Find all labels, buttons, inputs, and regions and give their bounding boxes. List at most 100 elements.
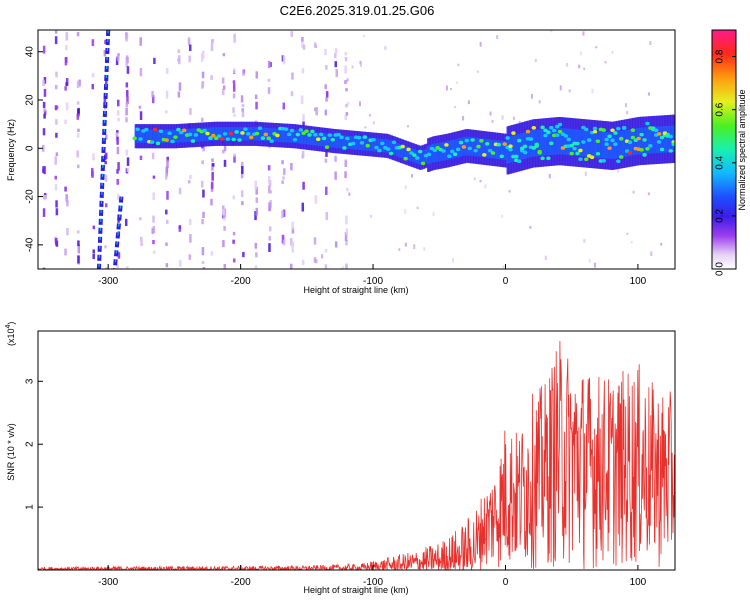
spectrogram-noise bbox=[179, 259, 182, 267]
spectrogram-band-mid bbox=[433, 143, 436, 163]
spectrogram-noise bbox=[104, 39, 107, 45]
spectrogram-peak bbox=[266, 136, 271, 141]
spectrogram-band-mid bbox=[134, 129, 138, 143]
spectrogram-peak bbox=[400, 144, 405, 149]
spectrogram-noise bbox=[334, 171, 337, 180]
spectrogram-band-mid bbox=[552, 128, 556, 155]
spectrogram-noise bbox=[105, 267, 108, 269]
spectrogram-peak bbox=[668, 134, 673, 139]
spectrogram-noise bbox=[313, 42, 317, 47]
spectrogram-peak bbox=[540, 156, 545, 161]
spectrogram-noise bbox=[291, 243, 294, 253]
snr-multiplier-exp: 4 bbox=[5, 324, 12, 328]
spectrogram-noise bbox=[117, 53, 120, 57]
spectrogram-band-mid bbox=[563, 128, 567, 155]
spectrogram-noise bbox=[177, 49, 181, 54]
spectrogram-noise bbox=[324, 248, 328, 253]
spectrogram-band-mid bbox=[473, 137, 476, 157]
spectrogram-noise bbox=[77, 244, 81, 254]
spectrogram-noise bbox=[291, 221, 294, 230]
spectrogram-peak bbox=[630, 128, 636, 132]
spectrogram-band-mid bbox=[179, 129, 182, 143]
spectrogram-peak bbox=[228, 131, 234, 136]
spectrogram-noise bbox=[241, 201, 244, 206]
spectrogram-noise bbox=[92, 153, 95, 161]
spectrogram-peak bbox=[496, 142, 502, 147]
spectrogram-noise bbox=[43, 113, 46, 119]
spectrogram-peak bbox=[231, 137, 236, 142]
spectrogram-streak-core bbox=[98, 30, 109, 269]
spectrogram-band-mid bbox=[164, 129, 168, 143]
colorbar-label: Normalized spectral amplitude bbox=[737, 89, 747, 210]
spectrogram-band-mid bbox=[558, 127, 562, 155]
spectrogram-noise bbox=[268, 202, 271, 212]
spectrogram-band-mid bbox=[512, 135, 516, 162]
spectrogram-peak bbox=[388, 151, 394, 156]
spectrogram-noise bbox=[411, 174, 414, 178]
spectrogram-peak bbox=[450, 149, 455, 154]
spectrogram-noise bbox=[359, 60, 362, 65]
spectrogram-peak bbox=[569, 143, 574, 148]
spectrogram-noise bbox=[166, 159, 169, 169]
spectrogram-noise bbox=[582, 31, 585, 36]
spectrogram-y-tick-label: 40 bbox=[25, 46, 36, 58]
spectrogram-noise bbox=[125, 89, 129, 97]
spectrogram-y-tick-label: -20 bbox=[25, 189, 36, 204]
spectrogram-peak bbox=[234, 130, 239, 134]
spectrogram-noise bbox=[125, 149, 128, 156]
spectrogram-noise bbox=[42, 45, 46, 54]
colorbar-tick-label: 0.8 bbox=[715, 49, 726, 63]
spectrogram-peak bbox=[249, 135, 254, 140]
spectrogram-band-mid bbox=[260, 127, 263, 141]
spectrogram-peak bbox=[485, 142, 490, 146]
spectrogram-noise bbox=[166, 156, 169, 162]
spectrogram-peak bbox=[549, 141, 554, 146]
spectrogram-noise bbox=[116, 169, 119, 174]
spectrogram-noise bbox=[283, 168, 286, 176]
spectrogram-band-mid bbox=[600, 131, 603, 159]
spectrogram-band-mid bbox=[166, 129, 169, 143]
spectrogram-band-mid bbox=[142, 129, 146, 143]
spectrogram-noise bbox=[64, 248, 67, 256]
spectrogram-noise bbox=[65, 78, 69, 86]
spectrogram-noise bbox=[548, 173, 551, 179]
spectrogram-noise bbox=[232, 231, 236, 236]
spectrogram-noise bbox=[188, 55, 191, 63]
spectrogram-peak bbox=[487, 148, 493, 153]
spectrogram-band-mid bbox=[458, 138, 462, 157]
spectrogram-band-mid bbox=[492, 139, 495, 159]
spectrogram-band-mid bbox=[527, 131, 530, 159]
spectrogram-band-mid bbox=[161, 129, 165, 143]
spectrogram-noise bbox=[223, 225, 226, 231]
spectrogram-noise bbox=[104, 174, 108, 182]
spectrogram-band-mid bbox=[506, 137, 509, 164]
colorbar bbox=[711, 29, 737, 270]
spectrogram-noise bbox=[125, 34, 129, 39]
spectrogram-band-mid bbox=[544, 129, 548, 156]
spectrogram-peak bbox=[342, 146, 347, 150]
spectrogram-noise bbox=[178, 226, 182, 232]
spectrogram-band-mid bbox=[465, 136, 468, 156]
spectrogram-noise bbox=[117, 117, 120, 122]
spectrogram-band-mid bbox=[401, 144, 405, 159]
spectrogram-band-mid bbox=[589, 130, 592, 158]
spectrogram-peak bbox=[461, 145, 467, 149]
spectrogram-peak bbox=[193, 133, 199, 137]
spectrogram-peak bbox=[240, 131, 245, 135]
spectrogram-noise bbox=[178, 225, 182, 229]
spectrogram-peak bbox=[642, 138, 647, 142]
spectrogram-peak bbox=[671, 142, 675, 146]
spectrogram-noise bbox=[222, 53, 226, 57]
spectrogram-peak bbox=[586, 138, 592, 142]
spectrogram-noise bbox=[648, 92, 651, 96]
spectrogram-noise bbox=[369, 214, 372, 218]
spectrogram-band-mid bbox=[490, 139, 494, 159]
spectrogram-noise bbox=[268, 236, 272, 241]
spectrogram-noise bbox=[269, 62, 272, 68]
spectrogram-noise bbox=[211, 171, 214, 181]
snr-y-tick-label: 1 bbox=[25, 504, 36, 510]
spectrogram-peak bbox=[176, 127, 181, 132]
spectrogram-band-mid bbox=[220, 127, 223, 141]
spectrogram-band-mid bbox=[481, 138, 484, 158]
